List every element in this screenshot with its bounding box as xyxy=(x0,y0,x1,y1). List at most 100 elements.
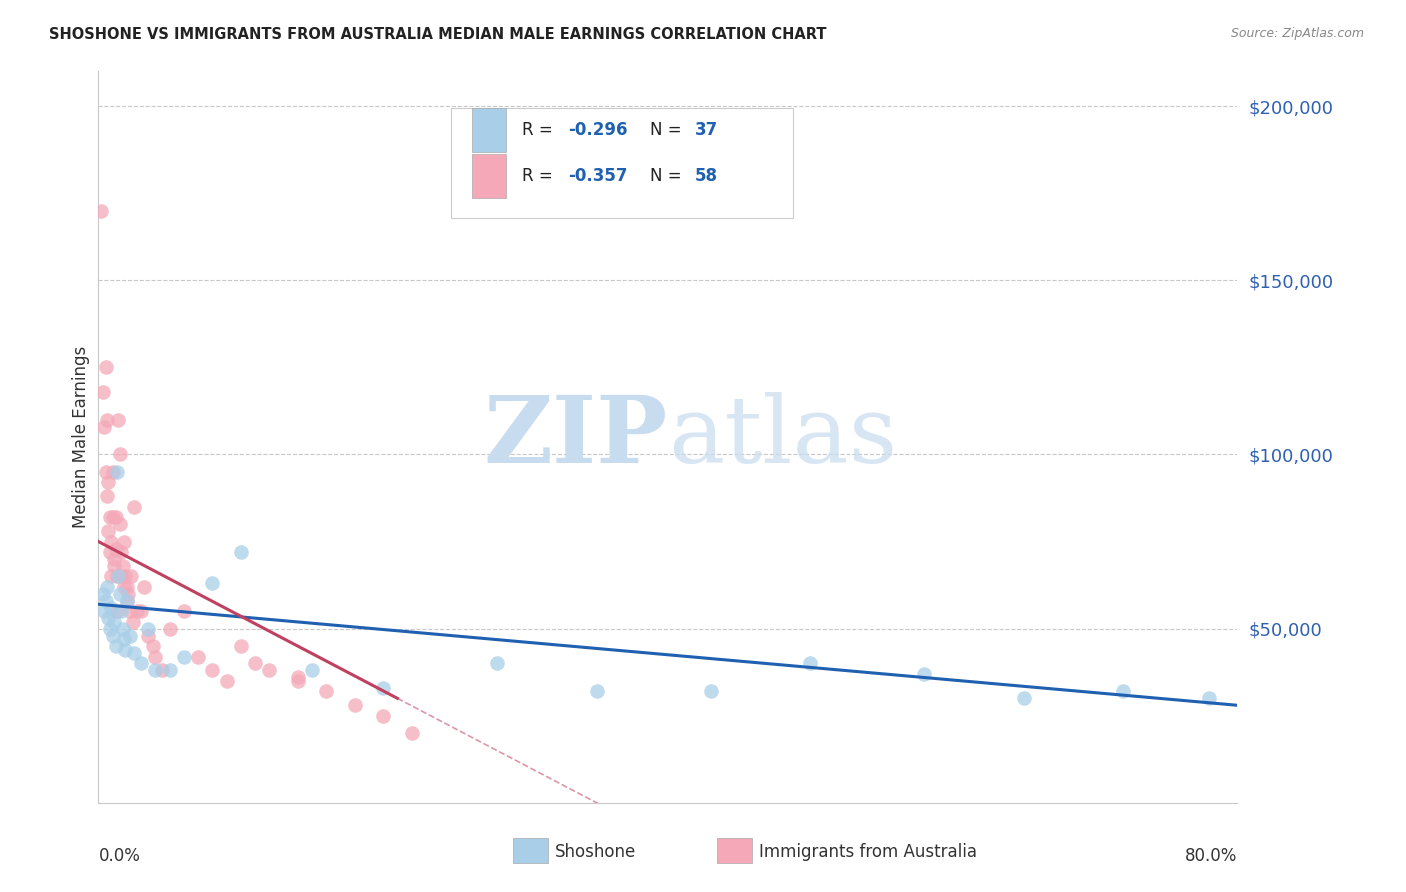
Point xyxy=(159,622,181,636)
Text: atlas: atlas xyxy=(668,392,897,482)
Point xyxy=(105,465,128,479)
Point xyxy=(121,615,143,629)
Text: Immigrants from Australia: Immigrants from Australia xyxy=(759,843,977,861)
Point xyxy=(111,622,134,636)
Point xyxy=(912,667,935,681)
Point xyxy=(97,475,120,490)
Point xyxy=(104,541,127,556)
Point xyxy=(1012,691,1035,706)
Point xyxy=(585,684,607,698)
Point xyxy=(129,657,152,671)
Point xyxy=(120,569,142,583)
Point xyxy=(115,594,138,608)
Point xyxy=(145,664,167,678)
Point xyxy=(111,558,134,573)
Point xyxy=(145,649,167,664)
Point xyxy=(101,510,124,524)
Point xyxy=(103,558,125,573)
Point xyxy=(159,664,181,678)
Text: 0.0%: 0.0% xyxy=(98,847,141,864)
Point xyxy=(141,639,163,653)
Point xyxy=(132,580,155,594)
Point xyxy=(105,569,128,583)
Point xyxy=(98,622,121,636)
Text: 58: 58 xyxy=(695,167,718,185)
Point xyxy=(118,604,141,618)
Point xyxy=(215,673,238,688)
Point xyxy=(114,642,136,657)
Point xyxy=(287,670,309,684)
Point xyxy=(94,360,117,375)
Text: Shoshone: Shoshone xyxy=(555,843,637,861)
Point xyxy=(301,664,323,678)
Point xyxy=(136,629,159,643)
FancyBboxPatch shape xyxy=(451,108,793,218)
Point xyxy=(152,664,174,678)
Point xyxy=(799,657,821,671)
Point xyxy=(115,580,138,594)
Point xyxy=(229,545,252,559)
Point xyxy=(125,604,148,618)
Point xyxy=(108,587,131,601)
Text: Source: ZipAtlas.com: Source: ZipAtlas.com xyxy=(1230,27,1364,40)
Point xyxy=(122,500,145,514)
Point xyxy=(114,569,136,583)
Point xyxy=(97,524,120,538)
Point xyxy=(107,412,129,426)
Point xyxy=(107,569,129,583)
Point xyxy=(103,615,125,629)
Point xyxy=(373,681,395,695)
Point xyxy=(103,552,125,566)
Point xyxy=(129,604,152,618)
Point xyxy=(187,649,209,664)
Point xyxy=(104,510,127,524)
Point xyxy=(96,412,118,426)
Point xyxy=(100,534,122,549)
Point xyxy=(93,419,115,434)
Text: R =: R = xyxy=(522,121,558,139)
Point xyxy=(96,489,118,503)
Point xyxy=(115,594,138,608)
Point xyxy=(259,664,281,678)
Point xyxy=(101,629,124,643)
Point xyxy=(1198,691,1220,706)
Point xyxy=(100,569,122,583)
Text: 37: 37 xyxy=(695,121,718,139)
Point xyxy=(91,587,114,601)
Text: R =: R = xyxy=(522,167,558,185)
Point xyxy=(287,673,309,688)
Text: N =: N = xyxy=(650,167,686,185)
Text: SHOSHONE VS IMMIGRANTS FROM AUSTRALIA MEDIAN MALE EARNINGS CORRELATION CHART: SHOSHONE VS IMMIGRANTS FROM AUSTRALIA ME… xyxy=(49,27,827,42)
Text: -0.357: -0.357 xyxy=(568,167,627,185)
Point xyxy=(173,604,195,618)
Point xyxy=(117,587,139,601)
Point xyxy=(112,534,135,549)
Point xyxy=(108,448,131,462)
Point xyxy=(401,726,423,740)
Point xyxy=(94,465,117,479)
Point xyxy=(90,203,112,218)
Point xyxy=(136,622,159,636)
Point xyxy=(699,684,721,698)
Point xyxy=(97,611,120,625)
Point xyxy=(100,600,122,615)
Point xyxy=(201,576,224,591)
FancyBboxPatch shape xyxy=(472,154,506,198)
Text: 80.0%: 80.0% xyxy=(1185,847,1237,864)
Point xyxy=(112,632,135,646)
Point xyxy=(94,594,117,608)
Point xyxy=(108,517,131,532)
Point xyxy=(315,684,337,698)
Point xyxy=(96,580,118,594)
Point xyxy=(98,545,121,559)
FancyBboxPatch shape xyxy=(472,108,506,152)
Point xyxy=(98,510,121,524)
Point xyxy=(112,580,135,594)
Point xyxy=(105,604,128,618)
Point xyxy=(373,708,395,723)
Text: -0.296: -0.296 xyxy=(568,121,627,139)
Point xyxy=(110,545,132,559)
Point xyxy=(118,629,141,643)
Point xyxy=(229,639,252,653)
Point xyxy=(91,384,114,399)
